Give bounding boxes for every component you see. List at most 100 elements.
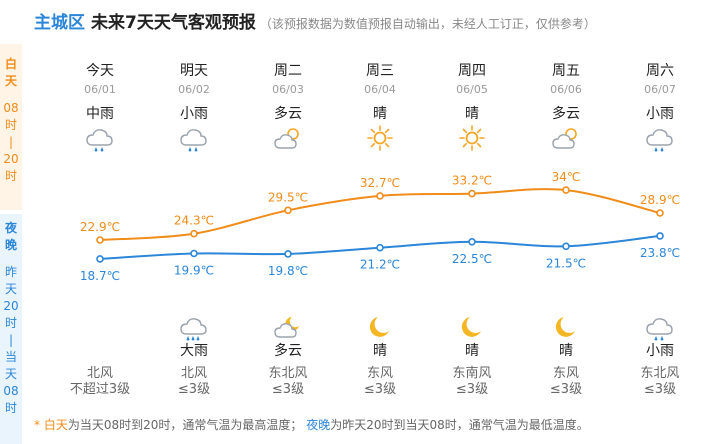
sun-icon (427, 124, 517, 152)
side-day-char: 08 (3, 101, 19, 115)
footer-night-desc: 为昨天20时到当天08时，通常气温为最低温度。 (330, 418, 589, 432)
cloudy-icon (243, 124, 333, 152)
day-name[interactable]: 周五 (552, 63, 580, 79)
day-side-label: 白 天 08 时 | 20 时 (0, 44, 22, 210)
day-temperature-label: 24.3℃ (174, 214, 214, 228)
night-temperature-label: 21.5℃ (546, 256, 586, 270)
wind-direction: 东北风 (268, 366, 308, 381)
night-temperature-point (468, 238, 476, 246)
day-temperature-point (656, 209, 664, 217)
sun-icon (335, 124, 425, 152)
day-weather: 小雨 (180, 106, 208, 122)
day-weather: 晴 (373, 106, 387, 122)
footer-note: * 白天为当天08时到20时，通常气温为最高温度； 夜晚为昨天20时到当天08时… (34, 416, 589, 433)
moon-icon (335, 313, 425, 341)
wind-direction: 东风 (366, 366, 393, 381)
night-temperature-point (376, 243, 384, 252)
wind-level: ≤3级 (549, 382, 583, 397)
moon-icon (521, 313, 611, 341)
wind-level: ≤3级 (643, 382, 677, 397)
day-weather: 小雨 (646, 106, 674, 122)
day-weather: 多云 (552, 106, 580, 122)
cloudy-night-icon (243, 313, 333, 341)
day-date: 06/04 (364, 83, 396, 96)
footer-day-term: 白天 (43, 418, 68, 432)
page-title: 未来7天天气客观预报 (91, 13, 256, 33)
night-temperature-label: 19.8℃ (268, 264, 308, 278)
wind-direction: 北风 (86, 366, 113, 381)
night-weather: 晴 (373, 343, 387, 359)
side-night-char: 夜 (4, 221, 17, 235)
day-weather: 中雨 (86, 106, 114, 122)
footer-night-term: 夜晚 (306, 418, 331, 432)
day-temperature-point (190, 229, 198, 238)
day-temperature-point (376, 192, 384, 200)
day-temperature-point (96, 236, 104, 244)
day-date: 06/03 (272, 83, 304, 96)
night-temperature-label: 19.9℃ (174, 264, 214, 278)
day-date: 06/02 (178, 83, 210, 96)
day-name[interactable]: 周六 (646, 63, 674, 79)
wind-level: ≤3级 (455, 382, 489, 397)
wind-direction: 北风 (180, 366, 207, 381)
side-day-char: 时 (4, 169, 17, 183)
day-weather: 晴 (465, 106, 479, 122)
side-day-char: 时 (4, 118, 17, 132)
day-date: 06/05 (456, 83, 488, 96)
rain-icon (615, 313, 705, 341)
side-night-char: 时 (4, 401, 17, 415)
day-name[interactable]: 周三 (366, 63, 394, 79)
footer-bullet: * (34, 418, 40, 432)
day-temperature-label: 33.2℃ (452, 174, 492, 188)
day-date: 06/01 (84, 83, 116, 96)
night-temperature-label: 21.2℃ (360, 258, 400, 272)
wind-level: ≤3级 (177, 382, 211, 397)
night-weather: 大雨 (180, 343, 208, 359)
side-night-char: 晚 (4, 238, 17, 252)
night-temperature-point (656, 232, 664, 240)
location-title[interactable]: 主城区 (34, 13, 85, 33)
side-night-char: 昨 (4, 265, 17, 279)
day-temperature-label: 28.9℃ (640, 193, 680, 207)
night-side-label: 夜 晚 昨 天 20 时 | 当 天 08 时 (0, 214, 22, 444)
night-temperature-label: 23.8℃ (640, 246, 680, 260)
night-temperature-line (99, 234, 661, 260)
side-night-char: | (8, 333, 14, 347)
wind-level: 不超过3级 (69, 382, 131, 397)
night-weather: 晴 (465, 343, 479, 359)
side-night-char: 时 (4, 316, 17, 330)
side-day-char: 20 (3, 152, 19, 166)
day-temperature-line (99, 188, 661, 241)
wind-direction: 东风 (552, 366, 579, 381)
night-temperature-point (284, 250, 292, 258)
heavy-rain-icon (149, 313, 239, 341)
night-temperature-point (96, 255, 104, 263)
wind-level: ≤3级 (271, 382, 305, 397)
night-weather: 晴 (559, 343, 573, 359)
rain-icon (55, 124, 145, 152)
cloudy-icon (521, 124, 611, 152)
day-name[interactable]: 明天 (180, 63, 208, 79)
day-name[interactable]: 周二 (274, 63, 302, 79)
side-night-char: 08 (3, 384, 19, 398)
moon-icon (427, 313, 517, 341)
night-temperature-point (562, 242, 570, 251)
side-day-char: | (8, 135, 14, 149)
side-day-char: 天 (4, 74, 17, 88)
side-night-char: 天 (4, 367, 17, 381)
day-temperature-point (468, 189, 476, 198)
day-name[interactable]: 今天 (86, 63, 114, 79)
side-night-char: 20 (3, 299, 19, 313)
day-temperature-point (562, 186, 570, 194)
night-temperature-point (190, 249, 198, 258)
side-night-char: 天 (4, 282, 17, 296)
day-name[interactable]: 周四 (458, 63, 486, 79)
disclaimer-note: （该预报数据为数值预报自动输出，未经人工订正，仅供参考） (259, 17, 596, 31)
day-temperature-label: 32.7℃ (360, 176, 400, 190)
day-temperature-label: 34℃ (552, 170, 581, 184)
day-temperature-point (284, 206, 292, 215)
night-temperature-label: 18.7℃ (80, 269, 120, 283)
rain-icon (149, 124, 239, 152)
day-date: 06/06 (550, 83, 582, 96)
header: 主城区 未来7天天气客观预报 （该预报数据为数值预报自动输出，未经人工订正，仅供参考… (34, 8, 596, 36)
